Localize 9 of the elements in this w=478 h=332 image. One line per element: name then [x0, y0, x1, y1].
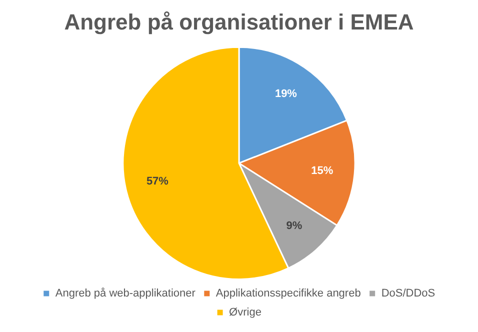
- data-label: 9%: [286, 220, 302, 232]
- legend-label: Applikationsspecifikke angreb: [216, 288, 361, 300]
- data-label: 19%: [274, 88, 298, 100]
- chart-title: Angreb på organisationer i EMEA: [64, 9, 414, 34]
- legend-label: Angreb på web-applikationer: [55, 288, 196, 300]
- legend-label: DoS/DDoS: [381, 288, 436, 300]
- data-label: 57%: [146, 175, 169, 188]
- data-label: 15%: [311, 165, 334, 178]
- legend-label: Øvrige: [229, 306, 262, 319]
